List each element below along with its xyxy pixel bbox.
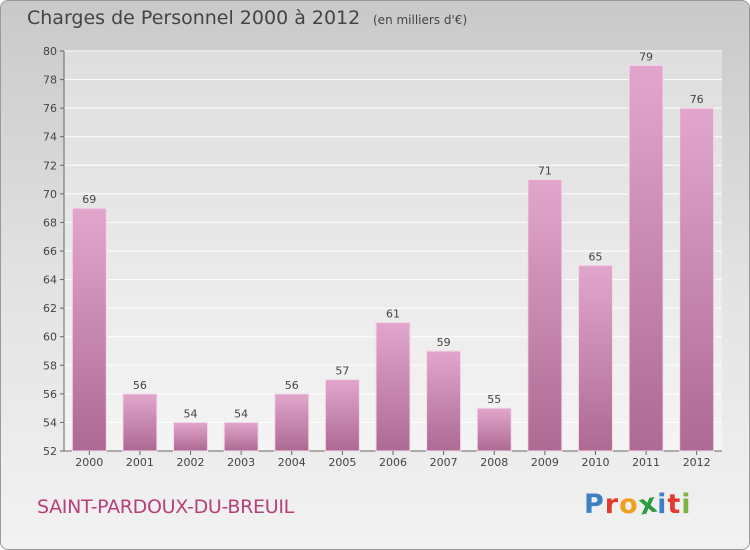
x-tick-label: 2008 <box>480 456 508 469</box>
logo-letter: o <box>619 489 639 520</box>
x-tick-label: 2002 <box>177 456 205 469</box>
bar <box>426 350 462 452</box>
y-tick-label: 56 <box>43 388 57 401</box>
x-tick-label: 2010 <box>581 456 609 469</box>
bar-value-label: 54 <box>234 407 248 420</box>
bar <box>324 379 360 452</box>
bar-value-label: 59 <box>437 336 451 349</box>
y-tick-label: 70 <box>43 188 57 201</box>
logo-letter: i <box>657 489 668 520</box>
logo-letter: t <box>667 489 682 520</box>
y-tick-label: 72 <box>43 159 57 172</box>
bar <box>122 393 158 452</box>
x-tick-label: 2001 <box>126 456 154 469</box>
bar-value-label: 69 <box>82 193 96 206</box>
logo-letter: i <box>681 489 692 520</box>
y-tick-label: 74 <box>43 131 57 144</box>
y-tick-label: 80 <box>43 45 57 58</box>
bar-value-label: 55 <box>487 393 501 406</box>
logo-letter: r <box>604 489 620 520</box>
bar <box>527 179 563 452</box>
bar-value-label: 61 <box>386 307 400 320</box>
y-tick-label: 76 <box>43 102 57 115</box>
chart-subtitle: (en milliers d'€) <box>373 13 468 27</box>
y-tick-label: 66 <box>43 245 57 258</box>
x-tick-label: 2004 <box>278 456 306 469</box>
bar <box>375 321 411 452</box>
y-tick-label: 58 <box>43 359 57 372</box>
x-tick-label: 2000 <box>75 456 103 469</box>
x-tick-label: 2006 <box>379 456 407 469</box>
x-tick-label: 2007 <box>430 456 458 469</box>
bar <box>223 421 259 452</box>
y-tick-label: 54 <box>43 416 57 429</box>
bar <box>274 393 310 452</box>
x-tick-label: 2011 <box>632 456 660 469</box>
bar-value-label: 76 <box>690 93 704 106</box>
x-tick-label: 2003 <box>227 456 255 469</box>
bar-value-label: 71 <box>538 165 552 178</box>
chart-title: Charges de Personnel 2000 à 2012 <box>27 7 361 29</box>
bar <box>476 407 512 452</box>
commune-name: SAINT-PARDOUX-DU-BREUIL <box>37 496 294 518</box>
bar-value-label: 54 <box>184 407 198 420</box>
bar <box>577 264 613 452</box>
y-tick-label: 68 <box>43 216 57 229</box>
bar-value-label: 79 <box>639 50 653 63</box>
y-tick-label: 78 <box>43 74 57 87</box>
x-tick-label: 2009 <box>531 456 559 469</box>
bar-value-label: 65 <box>588 250 602 263</box>
x-tick-label: 2005 <box>328 456 356 469</box>
logo-letter: P <box>584 489 605 520</box>
bar-value-label: 57 <box>335 365 349 378</box>
x-tick-label: 2012 <box>683 456 711 469</box>
bar-value-label: 56 <box>133 379 147 392</box>
y-tick-label: 60 <box>43 331 57 344</box>
y-tick-label: 52 <box>43 445 57 458</box>
y-tick-label: 62 <box>43 302 57 315</box>
bar-value-label: 56 <box>285 379 299 392</box>
bar <box>679 107 715 452</box>
y-tick-label: 64 <box>43 274 57 287</box>
proxiti-logo[interactable]: Proxiti <box>584 487 692 521</box>
bar <box>628 64 664 452</box>
bar <box>173 421 209 452</box>
bar <box>71 207 107 452</box>
